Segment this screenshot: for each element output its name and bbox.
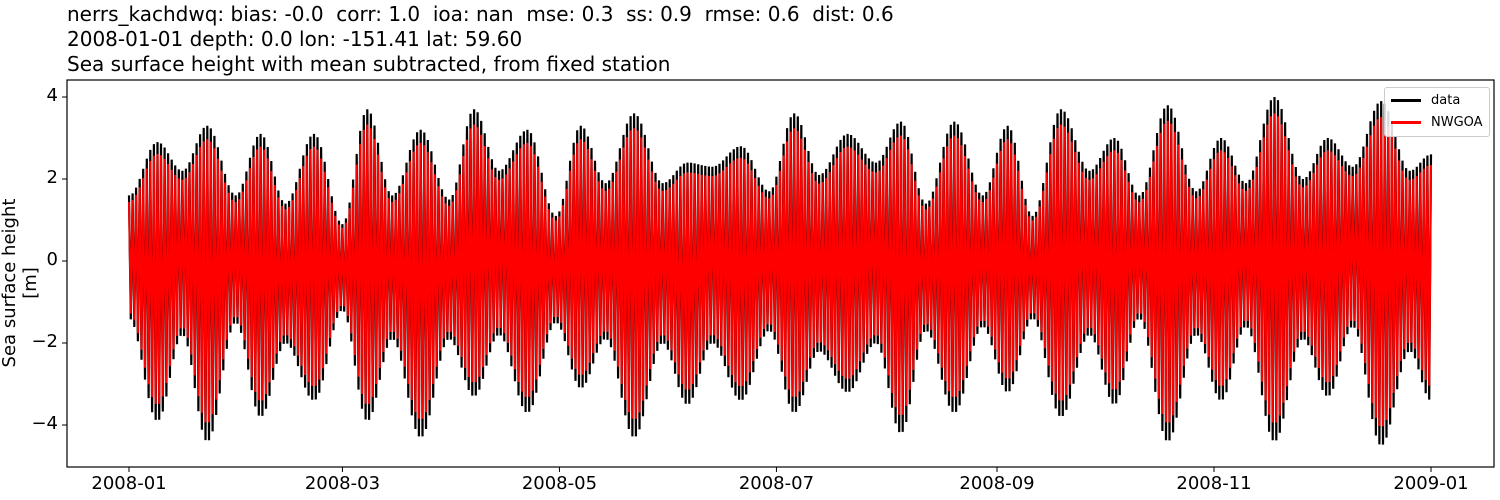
x-tick-label: 2009-01 [1393, 473, 1469, 494]
series-data-line [127, 96, 1433, 445]
legend-swatch-icon [1391, 120, 1421, 124]
chart-title-location: 2008-01-01 depth: 0.0 lon: -151.41 lat: … [67, 27, 523, 51]
x-tick-label: 2008-11 [1176, 473, 1252, 494]
x-tick-label: 2008-05 [521, 473, 598, 494]
x-tick-label: 2008-07 [738, 473, 815, 494]
y-tick-label: −4 [31, 413, 58, 434]
x-axis-ticks [128, 467, 1432, 472]
legend: data NWGOA [1384, 87, 1490, 137]
y-tick-label: 2 [46, 167, 58, 188]
x-tick-label: 2008-09 [959, 473, 1035, 494]
y-tick-label: 4 [46, 85, 58, 106]
y-axis-ticks [62, 96, 67, 426]
chart-title-description: Sea surface height with mean subtracted,… [67, 52, 671, 76]
y-tick-label: −2 [31, 331, 58, 352]
legend-label: data [1431, 92, 1461, 108]
legend-swatch-icon [1391, 98, 1421, 102]
series-nwgoa-line [128, 113, 1432, 427]
axes-frame [66, 79, 1495, 468]
legend-item-nwgoa: NWGOA [1391, 113, 1483, 131]
chart-title-stats: nerrs_kachdwq: bias: -0.0 corr: 1.0 ioa:… [67, 2, 894, 26]
x-tick-label: 2008-03 [304, 473, 381, 494]
legend-item-data: data [1391, 91, 1460, 109]
x-tick-label: 2008-01 [91, 473, 167, 494]
legend-label: NWGOA [1431, 114, 1483, 130]
y-tick-label: 0 [46, 249, 58, 270]
